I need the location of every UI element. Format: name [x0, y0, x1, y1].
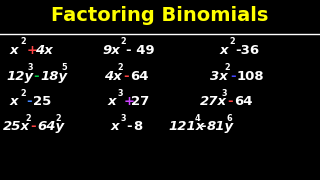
Text: 4x: 4x [104, 70, 122, 83]
Text: 12y: 12y [6, 70, 34, 83]
Text: -: - [127, 120, 132, 133]
Text: 27: 27 [131, 95, 149, 108]
Text: x: x [10, 44, 18, 57]
Text: 3: 3 [118, 89, 123, 98]
Text: 2: 2 [21, 89, 27, 98]
Text: -: - [27, 95, 32, 108]
Text: x: x [107, 95, 116, 108]
Text: 2: 2 [55, 114, 61, 123]
Text: 121x: 121x [168, 120, 204, 133]
Text: 64: 64 [130, 70, 148, 83]
Text: 2: 2 [224, 63, 230, 72]
Text: - 49: - 49 [126, 44, 154, 57]
Text: 18y: 18y [40, 70, 67, 83]
Text: 9x: 9x [102, 44, 120, 57]
Text: +: + [124, 95, 134, 108]
Text: x: x [110, 120, 119, 133]
Text: 2: 2 [120, 37, 126, 46]
Text: 25: 25 [33, 95, 51, 108]
Text: 64: 64 [234, 95, 252, 108]
Text: 2: 2 [25, 114, 31, 123]
Text: 3: 3 [28, 63, 33, 72]
Text: 81y: 81y [207, 120, 234, 133]
Text: 4x: 4x [35, 44, 52, 57]
Text: 64y: 64y [37, 120, 64, 133]
Text: 27x: 27x [200, 95, 227, 108]
Text: -: - [230, 70, 236, 83]
Text: x: x [10, 95, 18, 108]
Text: 3: 3 [222, 89, 227, 98]
Text: 2: 2 [230, 37, 236, 46]
Text: 2: 2 [21, 37, 27, 46]
Text: -36: -36 [236, 44, 260, 57]
Text: 5: 5 [62, 63, 68, 72]
Text: -: - [34, 70, 39, 83]
Text: x: x [219, 44, 228, 57]
Text: 3: 3 [121, 114, 126, 123]
Text: 3x: 3x [210, 70, 227, 83]
Text: -: - [31, 120, 36, 133]
Text: Factoring Binomials: Factoring Binomials [51, 6, 269, 25]
Text: -: - [228, 95, 233, 108]
Text: 108: 108 [236, 70, 264, 83]
Text: -: - [124, 70, 129, 83]
Text: 25x: 25x [3, 120, 30, 133]
Text: 4: 4 [195, 114, 200, 123]
Text: 2: 2 [118, 63, 124, 72]
Text: -: - [200, 120, 206, 133]
Text: +: + [27, 44, 37, 57]
Text: 8: 8 [133, 120, 142, 133]
Text: 6: 6 [227, 114, 232, 123]
